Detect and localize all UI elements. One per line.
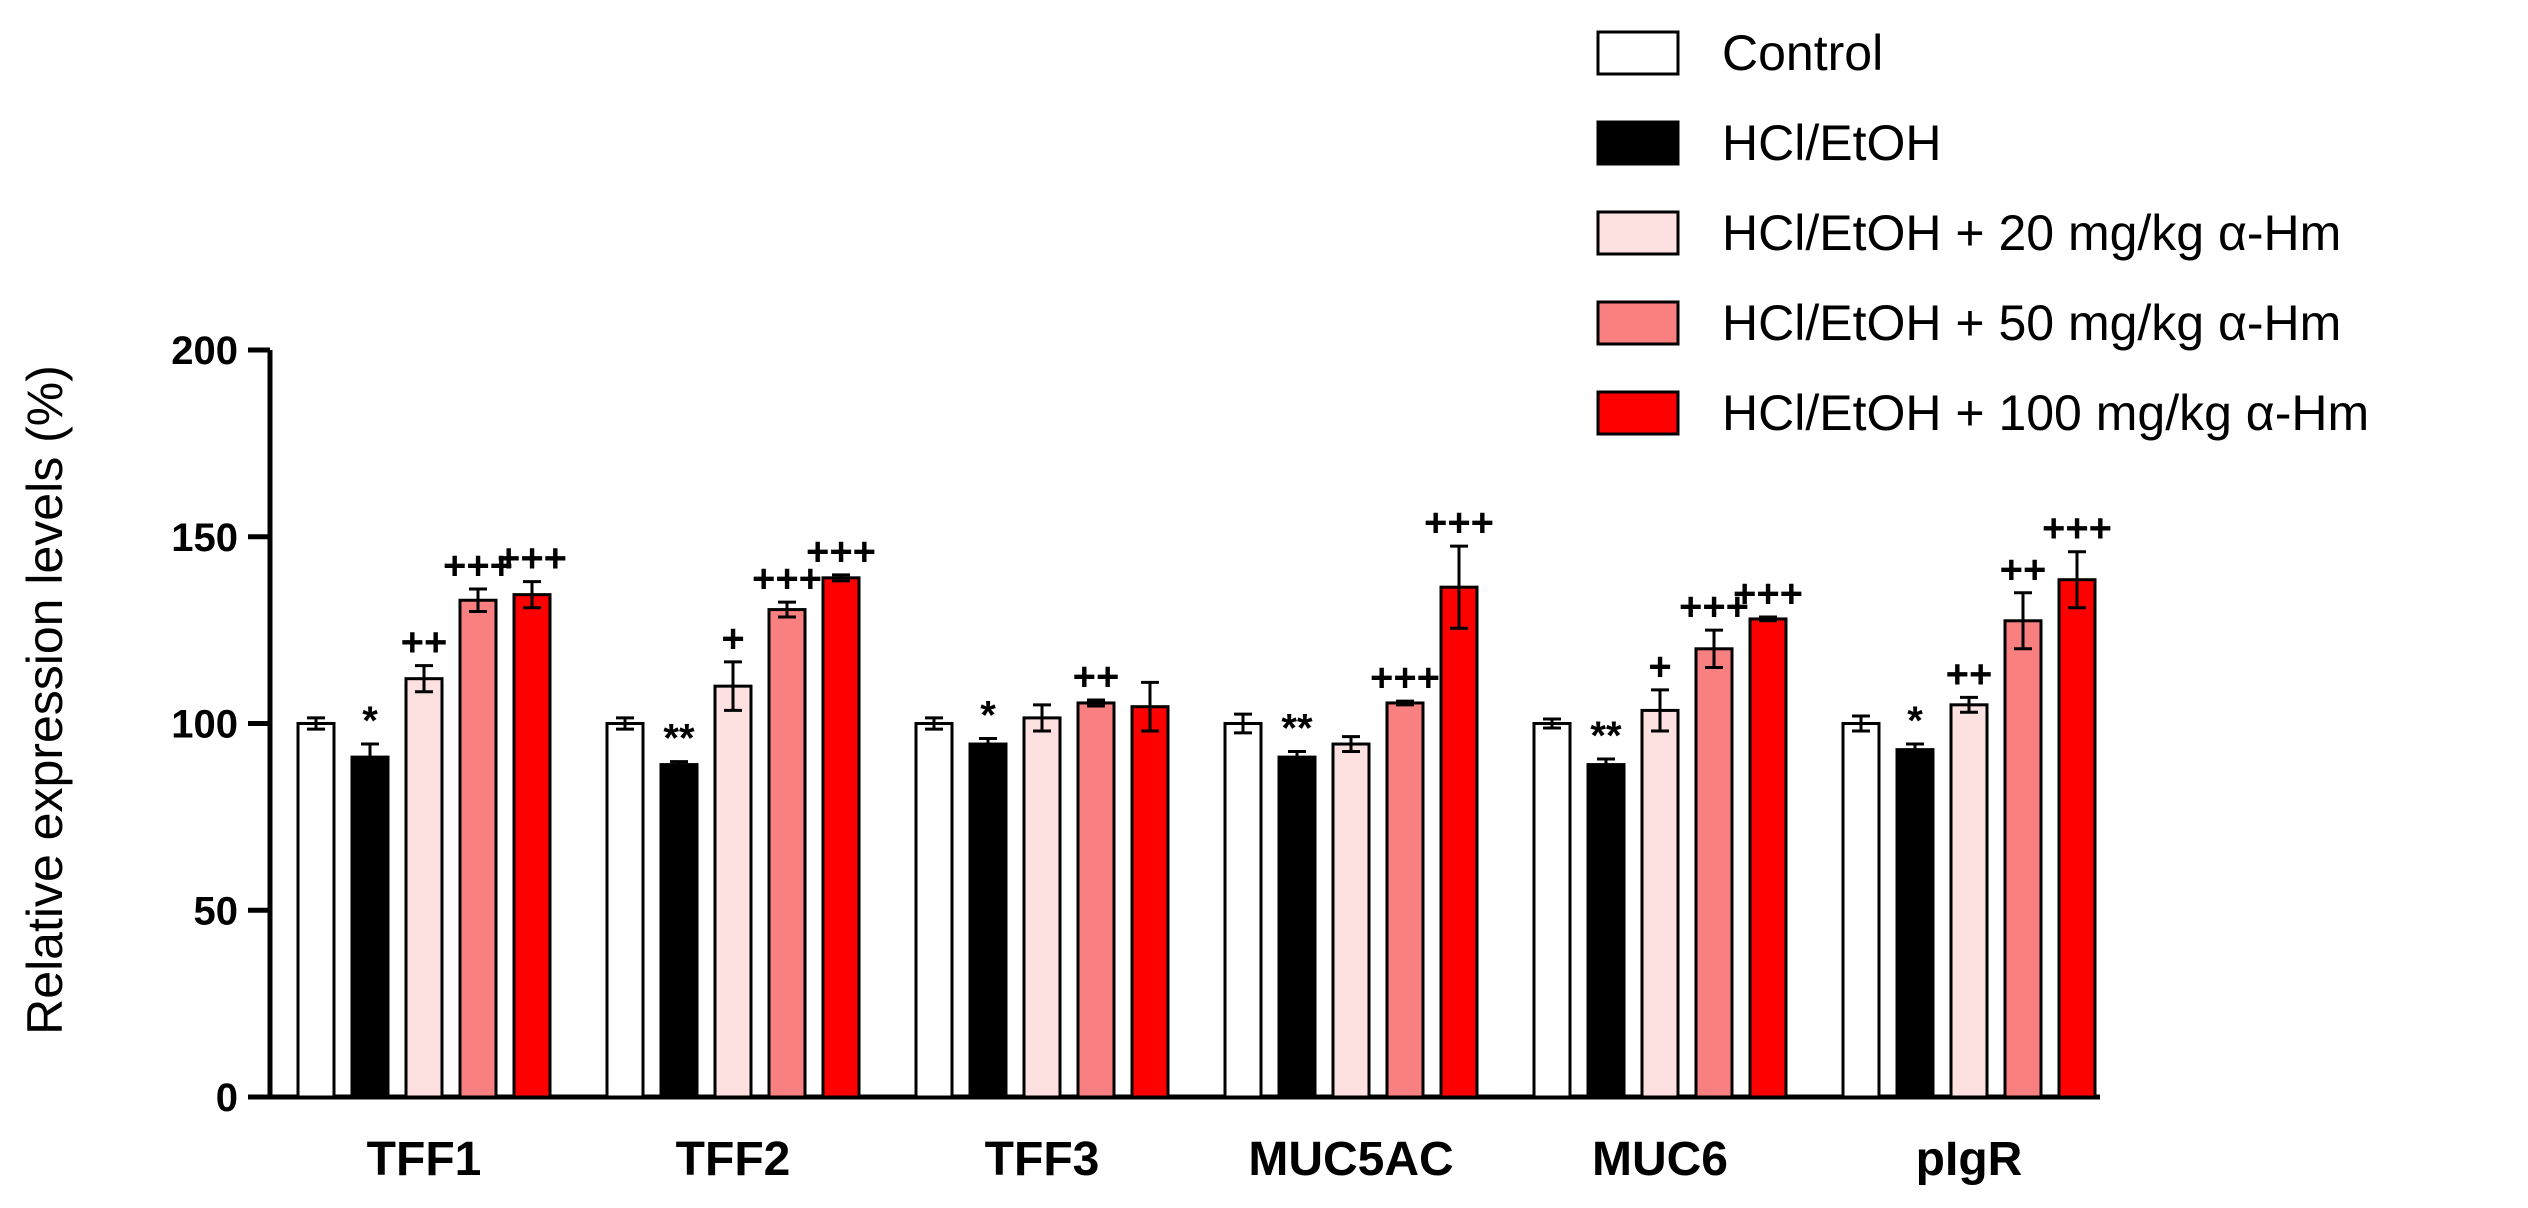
significance-label: ** [663,717,695,761]
legend-swatch [1596,210,1680,256]
category-label: MUC6 [1592,1133,1728,1186]
bar [1640,708,1680,1099]
significance-label: +++ [1733,572,1803,616]
bar [2057,578,2097,1099]
significance-label: ++ [2000,548,2047,592]
legend-swatch [1596,30,1680,76]
bar [1694,647,1734,1099]
y-axis-title: Relative expression levels (%) [17,365,73,1035]
significance-label: ++ [1946,652,1993,696]
category-label: TFF2 [676,1133,791,1186]
significance-label: +++ [752,557,822,601]
y-tick-label: 100 [171,703,238,747]
bar [404,677,444,1099]
bar [968,742,1008,1099]
bar [659,763,699,1099]
bar [296,722,336,1099]
significance-label: * [1907,699,1923,743]
bar [1532,722,1572,1099]
bar [1022,716,1062,1099]
significance-label: +++ [1679,585,1749,629]
category-label: TFF3 [985,1133,1100,1186]
bar [1586,763,1626,1099]
significance-label: +++ [1424,501,1494,545]
bar [1223,722,1263,1099]
y-tick-label: 50 [194,889,239,933]
bar [458,598,498,1099]
bar [1385,701,1425,1099]
significance-label: * [980,693,996,737]
bar [1841,722,1881,1099]
significance-label: +++ [2042,507,2112,551]
bar [1076,701,1116,1099]
bar [2003,619,2043,1099]
legend-label: HCl/EtOH + 100 mg/kg α-Hm [1722,385,2369,441]
legend-swatch [1596,120,1680,166]
legend-swatch [1596,390,1680,436]
significance-label: ** [1281,707,1313,751]
plot-area: 050100150200*++++++++TFF1**+++++++TFF2*+… [171,329,2112,1186]
legend-label: HCl/EtOH [1722,115,1941,171]
category-label: pIgR [1916,1133,2023,1186]
bar [1439,585,1479,1099]
y-tick-label: 0 [216,1076,238,1120]
bar [1277,755,1317,1099]
significance-label: ** [1590,714,1622,758]
legend-label: Control [1722,25,1883,81]
significance-label: ++ [401,621,448,665]
significance-label: +++ [497,537,567,581]
category-label: MUC5AC [1248,1133,1453,1186]
bar [1748,617,1788,1099]
bar [914,722,954,1099]
bar [1949,703,1989,1099]
legend: Control HCl/EtOH HCl/EtOH + 20 mg/kg α-Hm H… [1596,25,2369,441]
bar [767,608,807,1099]
significance-label: * [362,699,378,743]
y-tick-label: 150 [171,516,238,560]
y-tick-label: 200 [171,329,238,373]
bar [605,722,645,1099]
bar [713,684,753,1099]
bar [1130,705,1170,1099]
bar [350,755,390,1099]
significance-label: +++ [443,544,513,588]
legend-label: HCl/EtOH + 20 mg/kg α-Hm [1722,205,2341,261]
significance-label: ++ [1073,655,1120,699]
legend-swatch [1596,300,1680,346]
significance-label: + [1648,645,1671,689]
bar [1895,748,1935,1099]
bar [821,576,861,1099]
legend-label: HCl/EtOH + 50 mg/kg α-Hm [1722,295,2341,351]
significance-label: +++ [806,530,876,574]
bar [1331,742,1371,1099]
bar [512,593,552,1099]
significance-label: +++ [1370,656,1440,700]
category-label: TFF1 [367,1133,482,1186]
significance-label: + [721,617,744,661]
